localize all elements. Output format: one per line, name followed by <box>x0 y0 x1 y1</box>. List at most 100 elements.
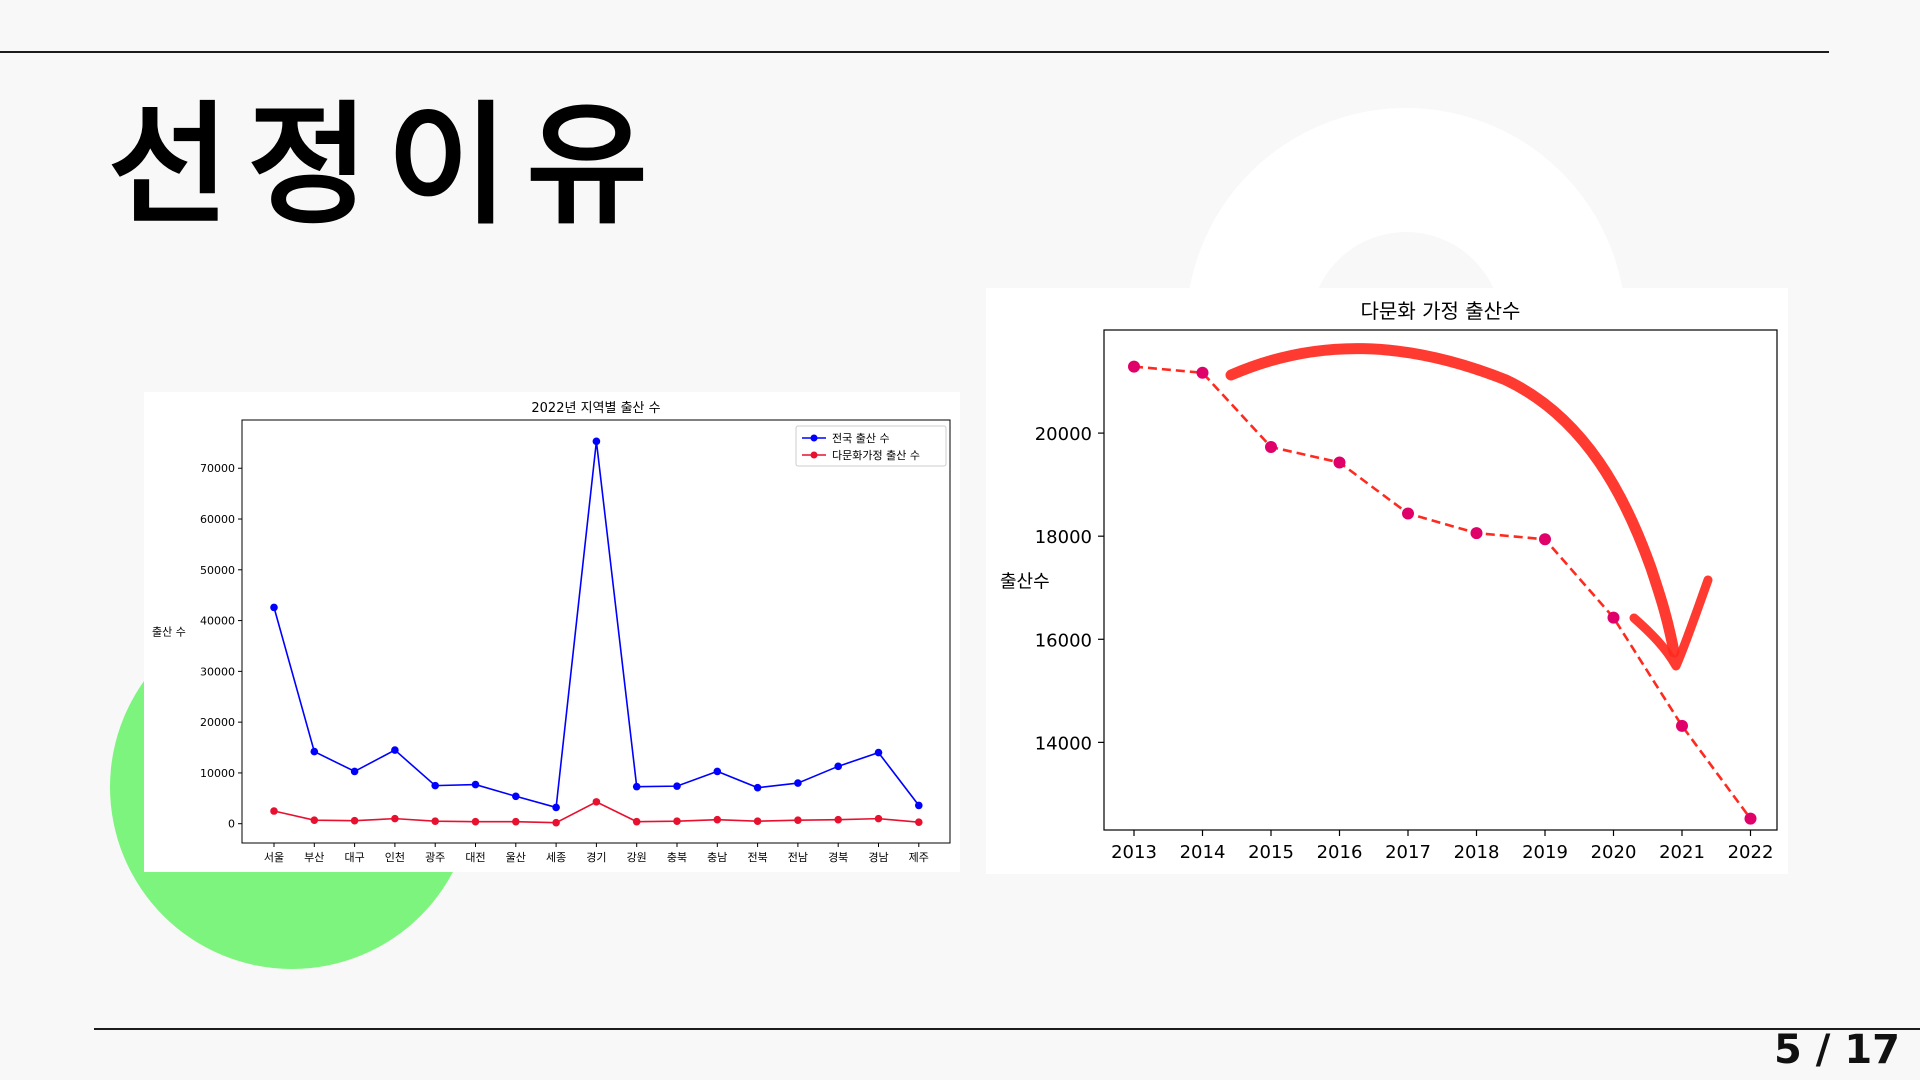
data-point <box>350 767 359 776</box>
data-point <box>1744 812 1757 825</box>
y-tick-label: 10000 <box>200 767 235 780</box>
data-point <box>673 782 681 790</box>
data-point <box>552 818 560 827</box>
x-tick-label: 전남 <box>788 851 808 864</box>
x-tick-label: 강원 <box>627 851 647 864</box>
top-divider <box>0 51 1829 53</box>
data-point <box>673 817 681 825</box>
y-axis-label: 출산 수 <box>152 626 186 639</box>
chart-title: 다문화 가정 출산수 <box>1361 299 1521 323</box>
data-point <box>270 603 278 612</box>
data-point <box>471 817 480 826</box>
x-tick-label: 경남 <box>868 851 888 864</box>
data-point <box>794 779 802 787</box>
y-tick-label: 70000 <box>200 462 235 475</box>
x-tick-label: 전북 <box>747 851 767 864</box>
data-point <box>834 815 842 824</box>
page-number: 5 / 17 <box>1774 1027 1900 1073</box>
regional-births-chart-svg: 2022년 지역별 출산 수출산 수 0 10000 20000 30000 40000 5… <box>152 401 951 864</box>
data-point <box>310 816 319 824</box>
x-tick-label: 부산 <box>304 851 324 864</box>
hand-drawn-arrow-stroke <box>1225 343 1680 658</box>
data-point <box>1196 366 1209 379</box>
x-tick-label: 광주 <box>425 851 445 864</box>
data-point <box>1128 360 1140 373</box>
data-point <box>915 818 923 826</box>
x-tick-label: 제주 <box>909 851 929 864</box>
x-tick-label: 2016 <box>1317 842 1363 863</box>
x-tick-label: 경기 <box>586 851 606 864</box>
y-tick-label: 0 <box>228 818 235 831</box>
data-point <box>431 781 440 790</box>
y-tick-label: 18000 <box>1035 527 1092 548</box>
data-point <box>592 798 601 806</box>
y-tick-label: 20000 <box>1035 424 1092 445</box>
data-point <box>874 814 883 823</box>
data-point <box>512 792 520 801</box>
y-tick-label: 30000 <box>200 665 235 678</box>
y-tick-label: 16000 <box>1035 630 1092 651</box>
data-point <box>1402 507 1414 520</box>
x-tick-label: 인천 <box>385 850 405 864</box>
data-point <box>834 762 842 771</box>
x-tick-label: 충남 <box>707 851 727 864</box>
x-tick-label: 서울 <box>264 851 284 864</box>
data-point <box>1676 719 1688 732</box>
data-point <box>794 816 802 824</box>
x-tick-label: 2017 <box>1385 842 1431 863</box>
data-point <box>270 807 278 815</box>
x-tick-label: 울산 <box>506 851 526 864</box>
x-tick-label: 대구 <box>344 851 364 864</box>
plot-frame <box>1103 329 1778 831</box>
x-tick-label: 2015 <box>1248 842 1294 863</box>
y-tick-label: 14000 <box>1035 733 1092 754</box>
data-point <box>713 815 722 824</box>
data-point <box>431 817 440 825</box>
y-tick-label: 50000 <box>200 564 235 577</box>
data-point <box>1265 441 1277 454</box>
bottom-divider <box>94 1028 1920 1030</box>
x-tick-label: 2013 <box>1111 842 1157 863</box>
legend-swatch-marker <box>810 451 818 459</box>
data-point <box>632 782 641 791</box>
data-point <box>391 814 399 823</box>
data-point <box>391 746 399 754</box>
data-point <box>350 816 359 825</box>
legend-label: 전국 출산 수 <box>832 432 890 445</box>
data-point <box>753 783 762 792</box>
x-tick-label: 2019 <box>1522 842 1568 863</box>
y-tick-label: 40000 <box>200 615 235 628</box>
data-point <box>1470 527 1483 540</box>
plot-frame <box>241 419 951 844</box>
legend-label: 다문화가정 출산 수 <box>832 449 920 462</box>
data-point <box>915 801 923 810</box>
hand-drawn-arrow-head <box>1629 575 1713 671</box>
data-point <box>713 767 722 776</box>
data-point <box>632 817 641 826</box>
y-tick-label: 60000 <box>200 513 235 526</box>
legend-swatch-marker <box>810 434 818 442</box>
data-point <box>874 748 883 757</box>
data-point <box>471 780 480 789</box>
x-tick-label: 경북 <box>828 851 848 864</box>
data-point <box>1607 611 1620 624</box>
x-tick-label: 2018 <box>1454 842 1500 863</box>
x-tick-label: 세종 <box>546 851 566 864</box>
x-tick-label: 대전 <box>465 851 485 864</box>
legend-box <box>795 425 947 467</box>
data-point <box>310 747 319 756</box>
chart-title: 2022년 지역별 출산 수 <box>531 401 660 416</box>
series-line-trend <box>1133 365 1752 820</box>
x-tick-label: 충북 <box>667 851 687 864</box>
data-point <box>512 817 520 826</box>
data-point <box>1333 456 1346 469</box>
y-axis-label: 출산수 <box>1000 572 1050 593</box>
data-point <box>552 803 560 812</box>
data-point <box>753 817 762 825</box>
y-tick-label: 20000 <box>200 716 235 729</box>
x-tick-label: 2022 <box>1728 842 1774 863</box>
data-point <box>1539 533 1551 546</box>
